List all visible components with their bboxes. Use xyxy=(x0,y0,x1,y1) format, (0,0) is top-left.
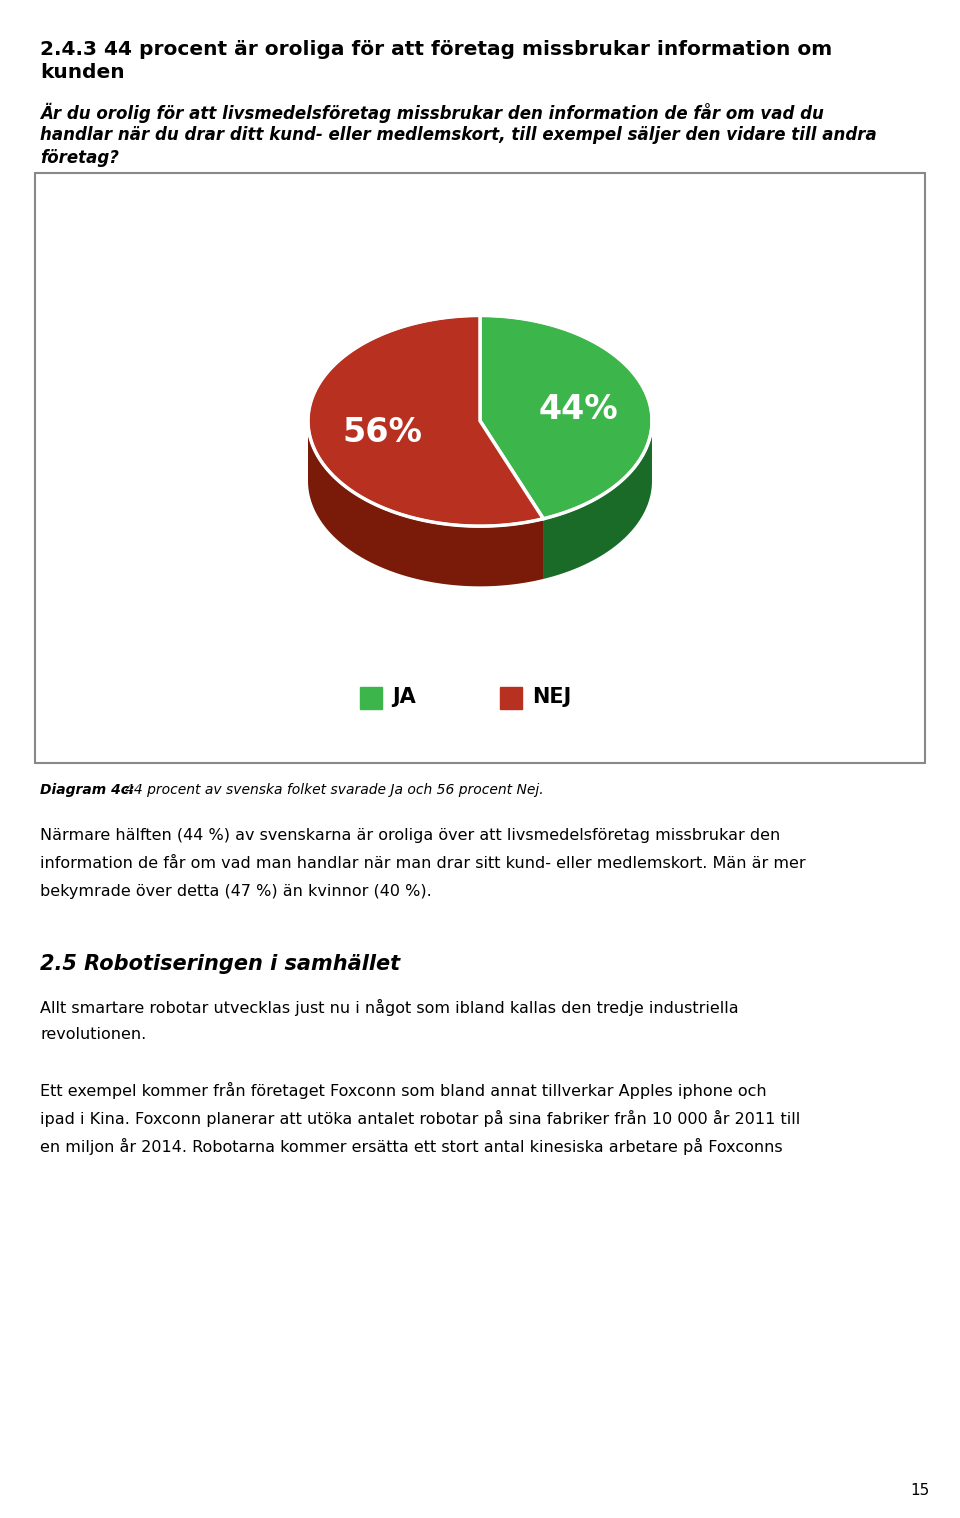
Text: kunden: kunden xyxy=(40,64,125,82)
Text: 2.5 Robotiseringen i samhället: 2.5 Robotiseringen i samhället xyxy=(40,953,400,975)
Text: Är du orolig för att livsmedelsföretag missbrukar den information de får om vad : Är du orolig för att livsmedelsföretag m… xyxy=(40,103,824,123)
FancyBboxPatch shape xyxy=(35,173,925,764)
Text: Diagram 4c:: Diagram 4c: xyxy=(40,783,139,797)
Polygon shape xyxy=(308,316,543,527)
Text: 56%: 56% xyxy=(342,416,422,449)
Text: en miljon år 2014. Robotarna kommer ersätta ett stort antal kinesiska arbetare p: en miljon år 2014. Robotarna kommer ersä… xyxy=(40,1138,782,1155)
Bar xyxy=(500,688,522,709)
Text: JA: JA xyxy=(392,688,416,707)
Polygon shape xyxy=(480,420,543,578)
Polygon shape xyxy=(308,420,543,586)
Text: information de får om vad man handlar när man drar sitt kund- eller medlemskort.: information de får om vad man handlar nä… xyxy=(40,856,805,871)
Polygon shape xyxy=(480,420,543,578)
Text: ipad i Kina. Foxconn planerar att utöka antalet robotar på sina fabriker från 10: ipad i Kina. Foxconn planerar att utöka … xyxy=(40,1110,801,1126)
Text: Ett exempel kommer från företaget Foxconn som bland annat tillverkar Apples ipho: Ett exempel kommer från företaget Foxcon… xyxy=(40,1082,767,1099)
Polygon shape xyxy=(543,422,652,578)
Text: 2.4.3 44 procent är oroliga för att företag missbrukar information om: 2.4.3 44 procent är oroliga för att före… xyxy=(40,39,832,59)
Text: 44 procent av svenska folket svarade Ja och 56 procent Nej.: 44 procent av svenska folket svarade Ja … xyxy=(125,783,543,797)
Text: Närmare hälften (44 %) av svenskarna är oroliga över att livsmedelsföretag missb: Närmare hälften (44 %) av svenskarna är … xyxy=(40,827,780,842)
Text: 15: 15 xyxy=(911,1483,930,1498)
Bar xyxy=(360,688,382,709)
Text: Allt smartare robotar utvecklas just nu i något som ibland kallas den tredje ind: Allt smartare robotar utvecklas just nu … xyxy=(40,999,738,1016)
Text: företag?: företag? xyxy=(40,149,119,167)
Text: handlar när du drar ditt kund- eller medlemskort, till exempel säljer den vidare: handlar när du drar ditt kund- eller med… xyxy=(40,126,876,144)
Text: bekymrade över detta (47 %) än kvinnor (40 %).: bekymrade över detta (47 %) än kvinnor (… xyxy=(40,883,432,899)
Text: NEJ: NEJ xyxy=(532,688,571,707)
Text: revolutionen.: revolutionen. xyxy=(40,1028,146,1041)
Polygon shape xyxy=(480,316,652,519)
Text: 44%: 44% xyxy=(539,393,618,427)
